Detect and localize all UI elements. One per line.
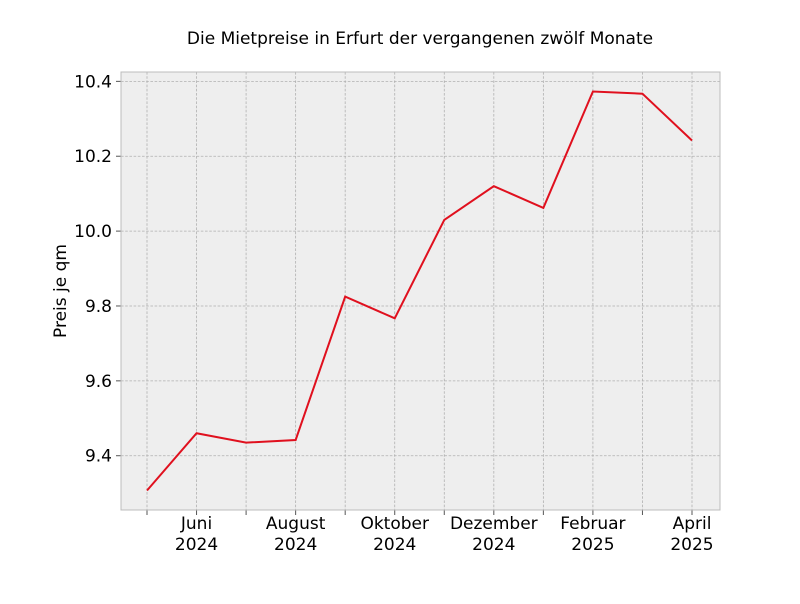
y-tick-labels: 9.4 9.6 9.8 10.0 10.2 10.4 xyxy=(74,72,112,466)
x-tick-labels: Juni 2024 August 2024 Oktober 2024 Dezember 202… xyxy=(175,514,714,555)
plot-area xyxy=(121,72,720,510)
axis-ticks xyxy=(116,80,693,515)
y-tick-label: 10.0 xyxy=(74,222,112,242)
x-tick-label: Dezember 2024 xyxy=(450,514,538,555)
grid xyxy=(121,72,720,510)
y-tick-label: 9.8 xyxy=(85,297,112,317)
series-line xyxy=(146,90,693,492)
x-tick-label: Juni 2024 xyxy=(175,514,218,555)
chart-title: Die Mietpreise in Erfurt der vergangenen… xyxy=(187,29,653,49)
y-axis-label: Preis je qm xyxy=(51,244,71,338)
plot-frame xyxy=(120,71,721,511)
x-tick-label: Februar 2025 xyxy=(560,514,625,555)
x-tick-label: Oktober 2024 xyxy=(360,514,429,555)
y-tick-label: 9.6 xyxy=(85,372,112,392)
y-tick-label: 9.4 xyxy=(85,447,112,467)
y-tick-label: 10.4 xyxy=(74,72,112,92)
x-tick-label: April 2025 xyxy=(670,514,713,555)
y-tick-label: 10.2 xyxy=(74,147,112,167)
x-tick-label: August 2024 xyxy=(266,514,326,555)
